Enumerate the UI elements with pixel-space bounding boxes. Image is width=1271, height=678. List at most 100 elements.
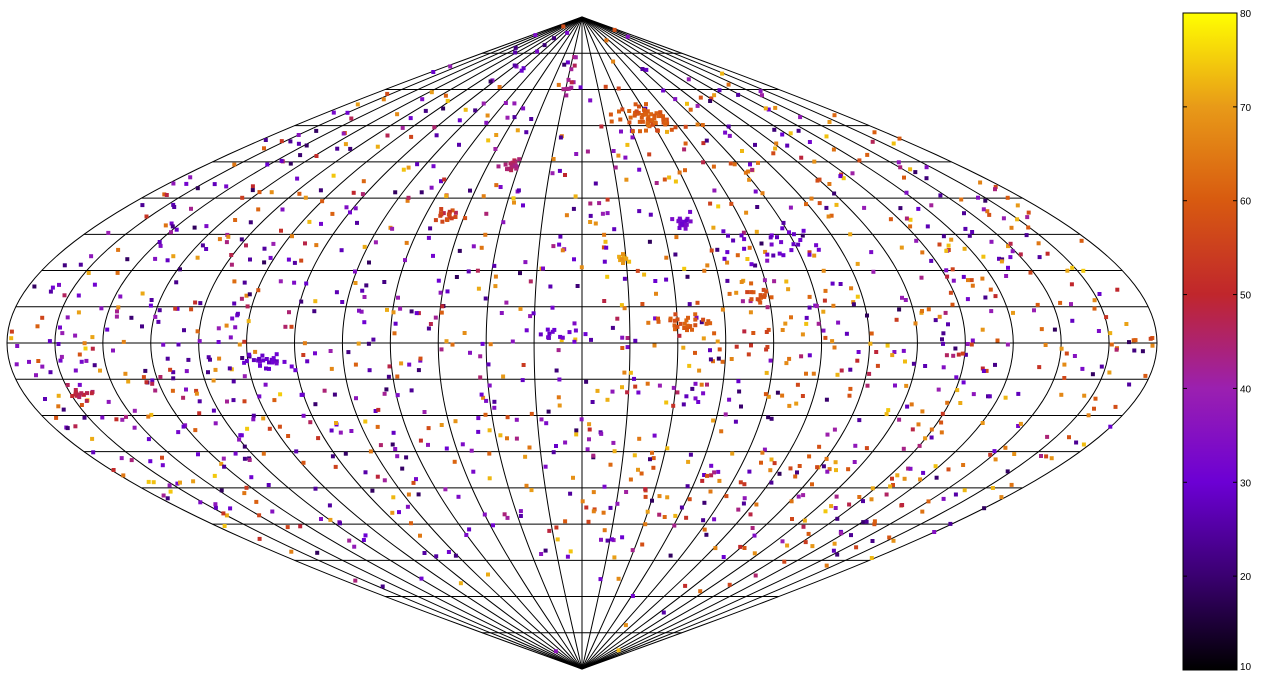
data-point [535,49,540,54]
data-point [762,278,767,283]
data-point [111,348,115,353]
data-point [675,324,680,329]
data-point [219,461,224,466]
data-point [681,345,686,350]
data-point [765,345,770,349]
data-point [929,427,934,432]
data-point [970,338,975,343]
data-point [648,457,652,462]
data-point [971,392,976,397]
data-point [1009,482,1014,487]
data-point [308,420,313,425]
data-point [1005,469,1010,474]
data-point [687,363,692,368]
data-point [84,358,89,363]
data-point [478,354,483,359]
data-point [685,328,689,333]
data-point [602,259,607,264]
data-point [82,415,87,420]
data-point [869,331,874,336]
data-point [857,158,862,163]
data-point [48,370,53,375]
data-point [769,480,774,485]
data-point [584,379,589,384]
data-point [875,363,880,368]
data-point [831,548,836,553]
data-point [296,141,301,146]
data-point [568,549,573,554]
data-point [1086,413,1091,418]
data-point [1079,238,1084,243]
data-point [270,509,275,514]
data-point [704,532,709,537]
data-point [766,394,771,399]
data-point [760,191,765,196]
data-point [480,341,485,346]
data-point [654,111,659,116]
data-point [164,193,169,197]
data-point [551,157,556,161]
data-point [754,502,759,507]
data-point [554,444,558,448]
data-point [257,513,262,518]
data-point [353,362,358,367]
data-point [743,170,748,175]
data-point [619,129,623,134]
data-point [649,112,654,117]
data-point [432,125,437,130]
data-point [428,322,433,326]
data-point [568,491,573,496]
data-point [834,468,838,473]
data-point [848,367,853,372]
data-point [1115,287,1120,292]
data-point [653,316,658,321]
data-point [457,118,462,123]
data-point [330,211,335,216]
data-point [981,254,986,259]
data-point [941,341,945,346]
data-point [279,158,284,163]
data-point [217,356,222,361]
data-point [395,454,400,459]
data-point [981,207,986,212]
data-point [690,386,695,391]
data-point [90,436,95,441]
data-point [385,133,390,138]
data-point [816,321,821,326]
data-point [940,337,944,342]
meridian-line [150,16,583,670]
data-point [242,456,247,461]
data-point [471,469,476,474]
data-point [443,487,448,492]
data-point [683,124,688,129]
data-point [407,362,412,367]
data-point [521,106,526,111]
data-point [941,331,946,336]
data-point [36,359,41,363]
data-point [73,368,78,373]
graticule [6,16,1158,670]
data-point [245,304,250,309]
data-point [769,295,774,300]
data-point [1005,342,1010,347]
data-point [1062,376,1067,380]
data-point [836,320,841,325]
data-point [644,128,648,133]
data-point [429,90,434,95]
data-point [560,248,565,253]
data-point [688,209,693,214]
data-point [422,410,427,414]
data-point [838,282,843,286]
data-point [1143,373,1148,378]
data-point [349,116,354,121]
data-point [445,289,450,294]
data-point [781,220,786,225]
data-point [865,313,869,318]
data-point [1035,302,1040,307]
data-point [302,341,307,346]
data-point [729,201,734,206]
data-point [945,274,950,279]
data-point [487,451,492,456]
data-point [168,489,173,494]
data-point [174,227,179,232]
